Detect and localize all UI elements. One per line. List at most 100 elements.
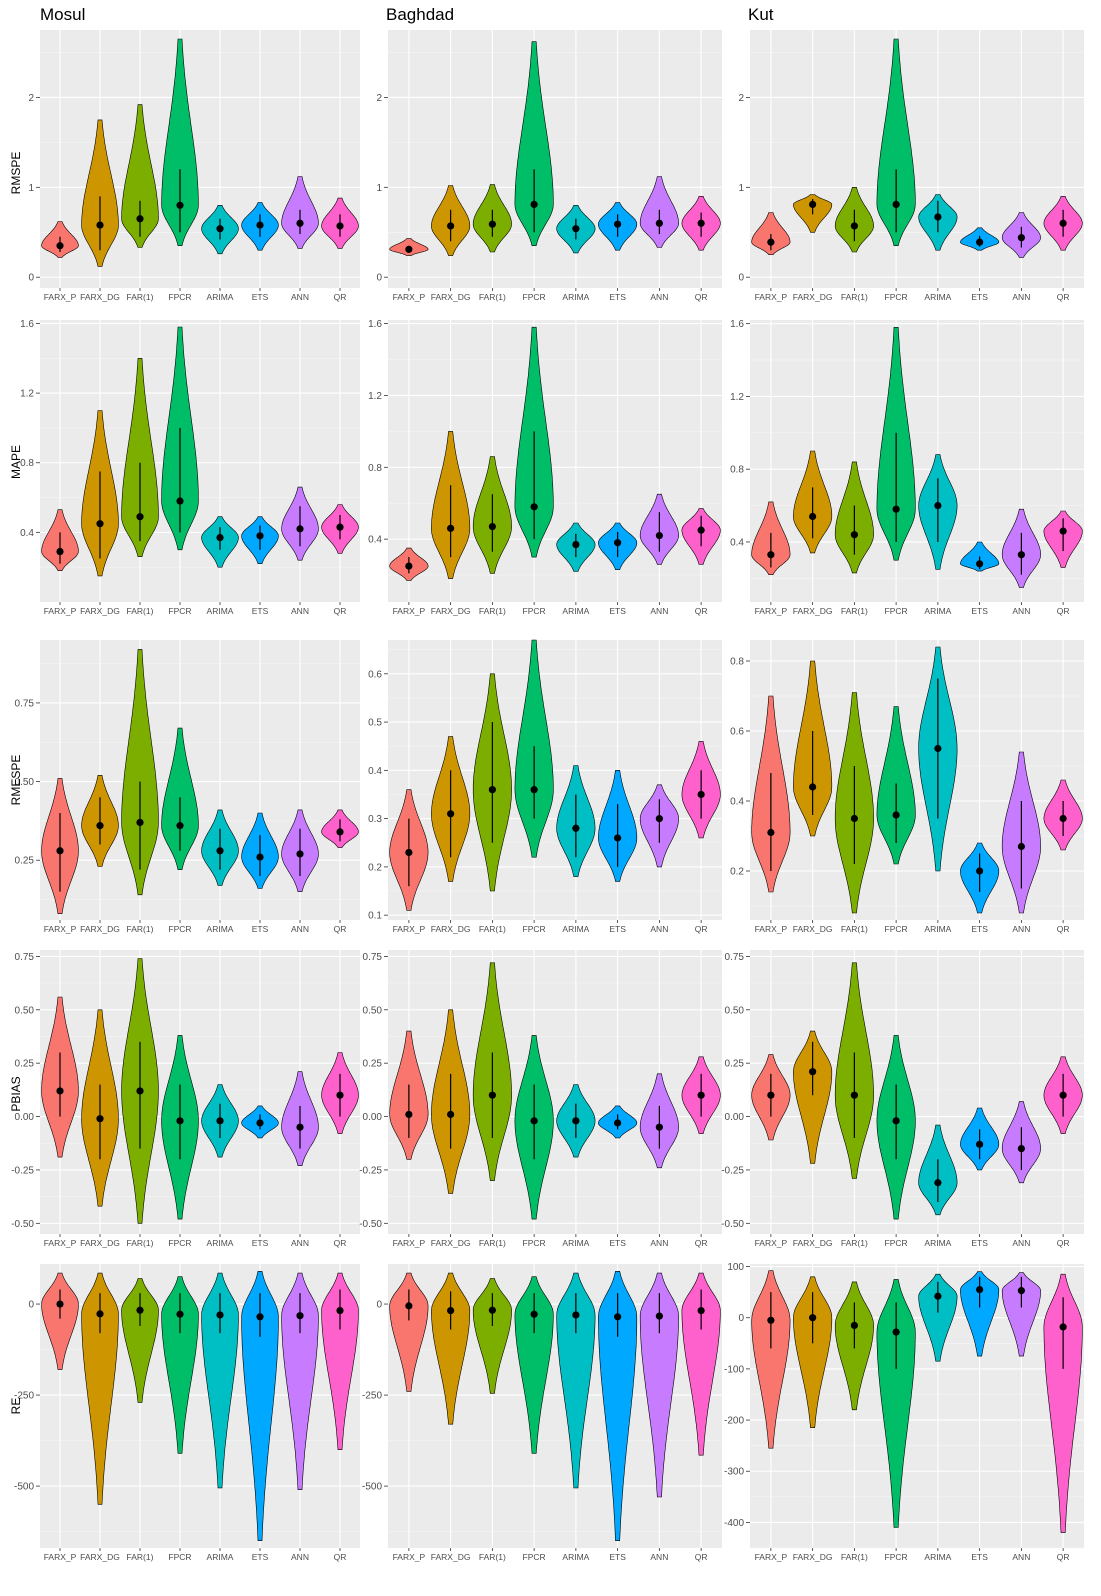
x-tick-label: FPCR (885, 1552, 908, 1562)
x-tick-label: QR (334, 1552, 347, 1562)
x-tick-label: ETS (252, 1238, 269, 1248)
x-tick-label: FAR(1) (841, 292, 868, 302)
violin-farx_dg (81, 119, 119, 267)
panel-mosul-rmespe: 0.25 0.50 0.75 FARX_P FARX_DG FAR(1) FPCR ARIMA… (9, 640, 360, 934)
x-tick-label: QR (695, 292, 708, 302)
y-tick-label: 100 (727, 1262, 744, 1273)
median-point-qr (697, 526, 705, 534)
y-tick-label: 0.6 (368, 669, 382, 680)
x-tick-label: FARX_P (44, 606, 77, 616)
y-tick-label: 1 (28, 183, 34, 194)
x-tick-label: QR (334, 924, 347, 934)
median-point-far(1) (488, 1306, 496, 1314)
panel-baghdad-mape: 0.4 0.8 1.2 1.6 FARX_P FARX_DG FAR(1) FPCR ARIMA… (368, 319, 722, 616)
x-tick-label: FARX_DG (431, 924, 471, 934)
x-tick-label: FAR(1) (841, 606, 868, 616)
panel-baghdad-rmspe: 0 1 2 FARX_P FARX_DG FAR(1) FPCR ARIMA ETS ANN QR (376, 30, 722, 302)
median-point-ann (296, 1123, 304, 1131)
x-tick-label: ANN (1012, 606, 1030, 616)
median-point-arima (572, 1311, 580, 1319)
x-tick-label: QR (1057, 606, 1070, 616)
panel-kut-re: -400 -300 -200 -100 0 100 FARX_P FARX_DG FAR(1) F… (724, 1262, 1084, 1562)
x-tick-label: ARIMA (207, 1552, 234, 1562)
x-tick-label: ETS (252, 924, 269, 934)
column-title-kut: Kut (748, 5, 774, 24)
y-tick-label: 0 (28, 1300, 34, 1311)
y-tick-label: 0 (738, 273, 744, 284)
panel-baghdad-re: -500 -250 0 FARX_P FARX_DG FAR(1) FPCR ARIMA ETS… (362, 1264, 722, 1562)
median-point-farx_p (405, 1302, 413, 1310)
x-tick-label: FAR(1) (127, 1552, 154, 1562)
y-tick-label: 2 (738, 93, 744, 104)
median-point-arima (216, 1311, 224, 1319)
panel-kut-pbias: -0.50 -0.25 0.00 0.25 0.50 0.75 FARX_P FARX_DG F… (721, 950, 1084, 1248)
median-point-far(1) (850, 814, 858, 823)
median-point-farx_dg (809, 1314, 817, 1322)
x-tick-label: FAR(1) (127, 1238, 154, 1248)
median-point-arima (572, 540, 580, 549)
median-point-farx_p (767, 551, 775, 559)
panel-mosul-pbias: -0.50 -0.25 0.00 0.25 0.50 0.75 FARX_P FARX_DG F… (9, 950, 360, 1248)
y-axis-label: RMESPE (9, 755, 23, 806)
panel-background (40, 320, 360, 602)
x-tick-label: FPCR (168, 924, 191, 934)
median-point-qr (336, 222, 344, 230)
median-point-ets (976, 1285, 984, 1294)
median-point-farx_dg (809, 200, 817, 208)
median-point-qr (1059, 527, 1067, 535)
y-tick-label: 0.3 (368, 814, 382, 825)
median-point-farx_p (767, 1316, 775, 1324)
violin-ann (281, 1272, 319, 1490)
x-tick-label: ANN (650, 1552, 668, 1562)
median-point-ann (1017, 234, 1025, 242)
median-point-ets (976, 1140, 984, 1148)
median-point-farx_dg (96, 221, 104, 229)
x-tick-label: ARIMA (562, 924, 589, 934)
violin-qr (1043, 1273, 1083, 1533)
y-tick-label: 0.00 (15, 1112, 35, 1123)
y-tick-label: 0.25 (725, 1059, 745, 1070)
x-tick-label: FARX_P (44, 924, 77, 934)
x-tick-label: ARIMA (924, 292, 951, 302)
median-point-ets (256, 221, 264, 229)
median-point-qr (697, 1307, 705, 1315)
y-tick-label: -300 (724, 1467, 744, 1478)
y-tick-label: -250 (362, 1391, 382, 1402)
y-axis-label: PBIAS (9, 1076, 23, 1111)
median-point-ann (655, 815, 663, 823)
median-point-farx_dg (96, 520, 104, 528)
median-point-ann (1017, 551, 1025, 559)
median-point-far(1) (136, 818, 144, 827)
x-tick-label: ANN (291, 1238, 309, 1248)
x-tick-label: FARX_P (393, 1238, 426, 1248)
median-point-arima (572, 824, 580, 832)
panel-mosul-re: -500 -250 0 FARX_P FARX_DG FAR(1) FPCR ARIMA ETS… (9, 1264, 360, 1562)
x-tick-label: ANN (291, 292, 309, 302)
x-tick-label: FARX_DG (431, 606, 471, 616)
median-point-fpcr (530, 200, 538, 208)
x-tick-label: ETS (609, 1238, 626, 1248)
median-point-ann (1017, 1144, 1025, 1153)
median-point-fpcr (892, 1328, 900, 1336)
y-tick-label: 0.4 (730, 797, 744, 808)
x-tick-label: FPCR (523, 924, 546, 934)
x-tick-label: ETS (252, 606, 269, 616)
y-tick-label: 0.2 (368, 862, 382, 873)
median-point-qr (1059, 814, 1067, 823)
violin-fpcr (514, 1276, 554, 1454)
median-point-ets (976, 238, 984, 246)
median-point-arima (572, 1117, 580, 1125)
x-tick-label: ARIMA (207, 1238, 234, 1248)
median-point-ets (976, 560, 984, 568)
violin-fpcr (161, 38, 199, 246)
x-tick-label: FPCR (168, 606, 191, 616)
column-title-baghdad: Baghdad (386, 5, 454, 24)
x-tick-label: FAR(1) (127, 924, 154, 934)
x-tick-label: FARX_DG (793, 924, 833, 934)
x-tick-label: ARIMA (207, 606, 234, 616)
x-tick-label: FPCR (885, 924, 908, 934)
x-tick-label: ARIMA (207, 924, 234, 934)
violin-far(1) (121, 1278, 159, 1403)
median-point-ann (655, 531, 663, 540)
x-tick-label: FARX_P (393, 1552, 426, 1562)
